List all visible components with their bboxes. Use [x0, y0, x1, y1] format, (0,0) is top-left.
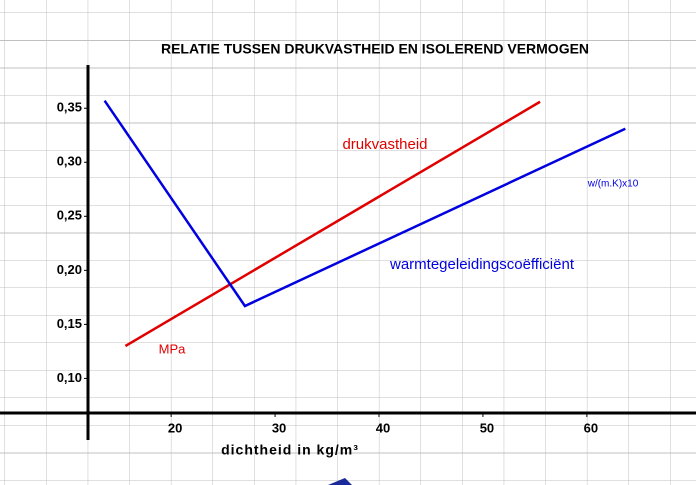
- y-tick-label: 0,25: [57, 208, 82, 223]
- y-tick-label: 0,30: [57, 154, 82, 169]
- x-tick-label: 60: [584, 420, 598, 435]
- x-tick-label: 20: [168, 420, 182, 435]
- annotation: warmtegeleidingscoëfficiënt: [389, 256, 575, 273]
- line: [103, 99, 626, 308]
- x-tick-label: 30: [272, 420, 286, 435]
- x-tick-label: 50: [480, 420, 494, 435]
- line: [124, 100, 541, 348]
- annotation: drukvastheid: [342, 136, 427, 153]
- y-tick-label: 0,15: [57, 316, 82, 331]
- y-tick-label: 0,20: [57, 262, 82, 277]
- y-tick-label: 0,10: [57, 370, 82, 385]
- annotation: w/(m.K)x10: [587, 179, 639, 190]
- annotation: MPa: [159, 341, 187, 356]
- icon: [328, 478, 352, 485]
- y-tick-label: 0,35: [57, 100, 82, 115]
- x-axis-label: dichtheid in kg/m³: [221, 442, 359, 458]
- x-tick-label: 40: [376, 420, 390, 435]
- chart-title: RELATIE TUSSEN DRUKVASTHEID EN ISOLEREND…: [161, 41, 589, 57]
